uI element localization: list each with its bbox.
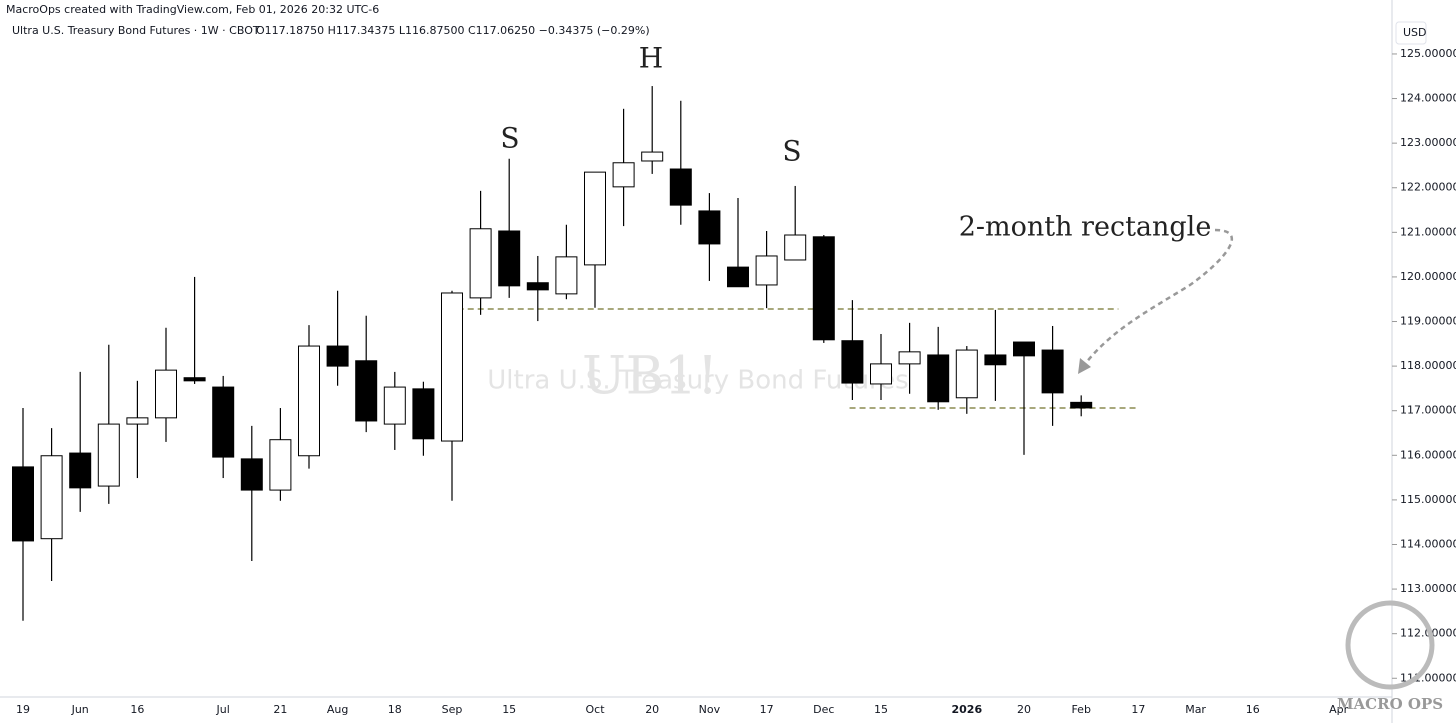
- candle-body: [469, 228, 492, 299]
- candle-body: [784, 234, 807, 261]
- x-tick-label: 21: [273, 703, 287, 716]
- chart-title: Ultra U.S. Treasury Bond Futures · 1W · …: [12, 24, 260, 37]
- x-tick-label: Aug: [327, 703, 348, 716]
- y-tick-label: 115.00000: [1400, 493, 1456, 506]
- candle-body: [727, 266, 749, 288]
- candle-body: [755, 255, 778, 286]
- candle-body: [269, 439, 292, 491]
- candle-body: [612, 162, 635, 188]
- candle-body: [984, 354, 1007, 366]
- candle-body: [927, 354, 950, 403]
- y-tick-label: 120.00000: [1400, 270, 1456, 283]
- candle-body: [240, 458, 263, 491]
- candle-body: [698, 210, 721, 245]
- candle-body: [1041, 349, 1064, 394]
- logo-text: MACRO OPS: [1337, 695, 1443, 713]
- candle-body: [555, 256, 578, 295]
- x-tick-label: 16: [130, 703, 144, 716]
- currency: USD: [1403, 26, 1427, 39]
- y-tick-label: 117.00000: [1400, 404, 1456, 417]
- x-tick-label: 20: [645, 703, 659, 716]
- x-tick-label: 15: [874, 703, 888, 716]
- x-tick-label: Nov: [699, 703, 721, 716]
- x-tick-label: 17: [760, 703, 774, 716]
- x-tick-label: Jun: [71, 703, 89, 716]
- annotation-arrow: [1080, 228, 1234, 369]
- x-tick-label: Jul: [216, 703, 230, 716]
- candle-body: [812, 236, 835, 341]
- y-tick-label: 116.00000: [1400, 448, 1456, 461]
- x-tick-label: Mar: [1185, 703, 1206, 716]
- candle-body: [326, 345, 349, 367]
- candle-body: [1070, 401, 1093, 409]
- candle-body: [1013, 341, 1035, 357]
- credit: MacroOps created with TradingView.com, F…: [6, 3, 379, 16]
- y-tick-label: 113.00000: [1400, 582, 1456, 595]
- annotation: S: [782, 135, 801, 168]
- candle-body: [40, 455, 63, 540]
- candle-body: [669, 168, 692, 206]
- candle-body: [955, 349, 978, 399]
- candle-body: [412, 388, 435, 440]
- x-tick-label: 17: [1131, 703, 1145, 716]
- x-tick-label: 2026: [951, 703, 982, 716]
- candle-body: [183, 377, 206, 382]
- x-tick-label: 18: [388, 703, 402, 716]
- candle-body: [355, 360, 378, 422]
- x-tick-label: 15: [502, 703, 516, 716]
- candle-body: [212, 386, 235, 458]
- candle-body: [155, 369, 177, 419]
- x-tick-label: Feb: [1071, 703, 1090, 716]
- candle-body: [97, 423, 120, 487]
- candle-body: [841, 340, 864, 384]
- candle-body: [526, 282, 549, 291]
- y-tick-label: 119.00000: [1400, 315, 1456, 328]
- x-tick-label: Apr: [1329, 703, 1349, 716]
- logo-ring: [1345, 600, 1435, 690]
- watermark-name: Ultra U.S. Treasury Bond Futures: [487, 366, 908, 396]
- candle-body: [441, 292, 463, 442]
- annotation: 2-month rectangle: [959, 212, 1212, 243]
- annotation-arrowhead: [1078, 358, 1091, 374]
- y-tick-label: 122.00000: [1400, 181, 1456, 194]
- currency-box: [1395, 21, 1427, 45]
- candle-body: [298, 345, 320, 457]
- watermark-symbol: UB1!: [582, 347, 718, 407]
- y-tick-label: 121.00000: [1400, 225, 1456, 238]
- candle-body: [12, 466, 34, 542]
- candle-body: [641, 151, 664, 162]
- x-tick-label: 16: [1246, 703, 1260, 716]
- candle-body: [383, 386, 406, 425]
- candle-body: [126, 417, 149, 425]
- candle-body: [498, 230, 521, 287]
- annotation: H: [639, 42, 663, 75]
- y-tick-label: 118.00000: [1400, 359, 1456, 372]
- annotation: S: [500, 122, 519, 155]
- y-tick-label: 124.00000: [1400, 92, 1456, 105]
- x-tick-label: Oct: [585, 703, 605, 716]
- candle-body: [870, 363, 892, 385]
- x-tick-label: Sep: [442, 703, 463, 716]
- y-tick-label: 123.00000: [1400, 136, 1456, 149]
- candle-body: [898, 351, 921, 365]
- y-tick-label: 125.00000: [1400, 47, 1456, 60]
- candle-body: [69, 452, 92, 489]
- plot: 111.00000112.00000113.00000114.00000115.…: [12, 42, 1456, 716]
- x-tick-label: Dec: [813, 703, 834, 716]
- y-tick-label: 114.00000: [1400, 537, 1456, 550]
- candle-body: [584, 171, 606, 266]
- logo: MACRO OPS: [1337, 600, 1443, 713]
- ohlc-text: O117.18750 H117.34375 L116.87500 C117.06…: [256, 24, 650, 37]
- x-tick-label: 20: [1017, 703, 1031, 716]
- x-tick-label: 19: [16, 703, 30, 716]
